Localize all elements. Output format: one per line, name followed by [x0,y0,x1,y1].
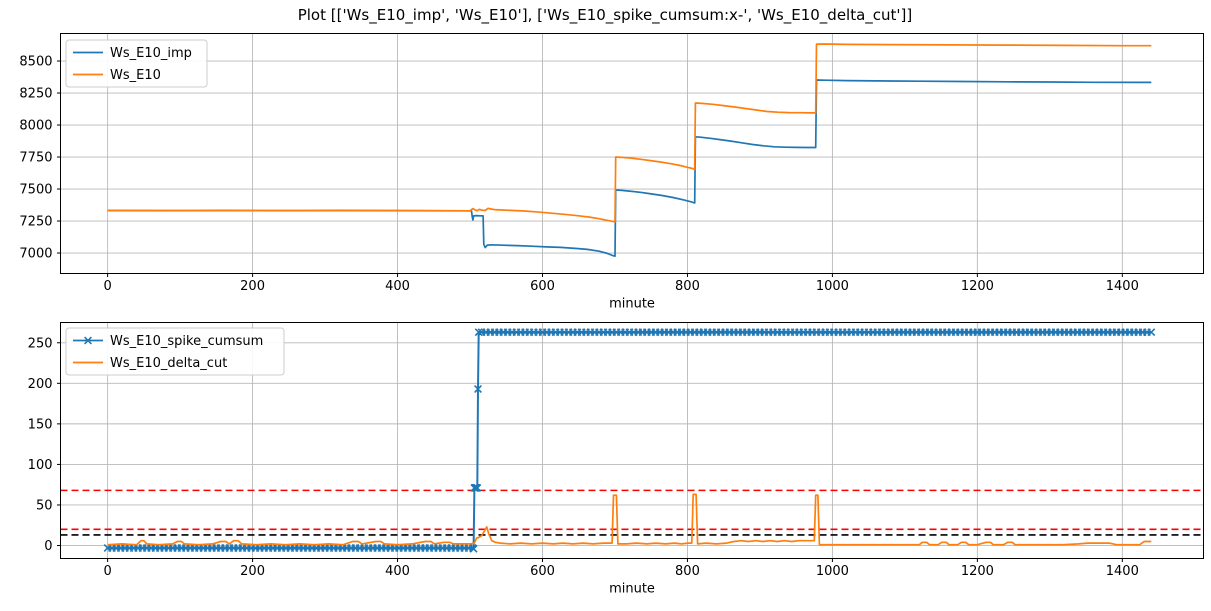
legend-sample-x-marker [84,336,92,345]
series-Ws_E10_delta_cut [107,493,1152,546]
plot-area [60,328,1204,553]
ticks: 0 200 400 600 800 1000 1200 1400 7000 7250 7500 775… [19,55,1138,294]
x-tick-label: 0 [103,564,111,579]
y-tick-label: 200 [28,377,53,392]
legend-entry-label: Ws_E10_delta_cut [110,356,227,371]
y-tick-label: 8000 [19,119,52,134]
y-tick-label: 7250 [19,215,52,230]
y-tick-label: 0 [44,539,52,554]
y-tick-label: 250 [28,336,53,351]
legend: Ws_E10_spike_cumsum Ws_E10_delta_cut [65,327,285,376]
x-tick-label: 800 [675,279,700,294]
x-tick-label: 1000 [816,279,849,294]
x-tick-label: 400 [385,279,410,294]
series-Ws_E10 [107,43,1152,223]
legend-entry-label: Ws_E10_imp [110,46,192,61]
subplot-2: 0 200 400 600 800 1000 1200 1400 0 50 100 150 200 250… [28,322,1204,597]
grid-lines [60,33,1204,274]
x-tick-label: 600 [530,279,555,294]
x-tick-label: 800 [675,564,700,579]
series-Ws_E10_imp [107,79,1152,258]
x-tick-label: 1200 [961,564,994,579]
legend: Ws_E10_imp Ws_E10 [65,39,208,88]
ticks: 0 200 400 600 800 1000 1200 1400 0 50 100 150 200 250 [28,336,1139,579]
y-tick-label: 100 [28,458,53,473]
axes-spines [60,322,1204,559]
x-tick-label: 400 [385,564,410,579]
x-tick-label: 200 [240,564,265,579]
axes-spines [60,33,1204,274]
y-tick-label: 7500 [19,183,52,198]
x-tick-label: 600 [530,564,555,579]
x-tick-label: 1400 [1106,564,1139,579]
y-tick-label: 150 [28,417,53,432]
y-tick-label: 7750 [19,151,52,166]
y-tick-label: 50 [36,498,53,513]
legend-box [65,327,285,376]
x-tick-label: 200 [240,279,265,294]
plot-area [107,43,1152,258]
x-tick-label: 0 [103,279,111,294]
x-axis-label: minute [609,297,655,312]
figure-title: Plot [['Ws_E10_imp', 'Ws_E10'], ['Ws_E10… [298,6,913,25]
legend-entry-label: Ws_E10_spike_cumsum [110,334,263,349]
subplots-group: 0 200 400 600 800 1000 1200 1400700072507500775… [19,33,1204,597]
series-Ws_E10_spike_cumsum-markers [103,328,1156,553]
y-tick-label: 8500 [19,55,52,70]
y-tick-label: 7000 [19,247,52,262]
x-axis-label: minute [609,582,655,597]
subplot-1: 0 200 400 600 800 1000 1200 1400 7000 7250 7500 775… [19,33,1204,312]
x-tick-label: 1400 [1106,279,1139,294]
legend-entry-label: Ws_E10 [110,68,161,83]
grid-lines [60,322,1204,559]
x-tick-label: 1200 [961,279,994,294]
y-tick-label: 8250 [19,87,52,102]
x-tick-label: 1000 [816,564,849,579]
